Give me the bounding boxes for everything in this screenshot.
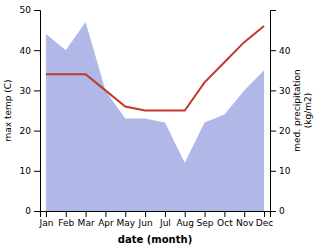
tick-label: Jun bbox=[138, 218, 153, 228]
plot-area bbox=[46, 22, 264, 211]
tick-mark bbox=[270, 90, 276, 91]
tick-mark bbox=[224, 211, 225, 217]
tick: Apr bbox=[98, 211, 114, 228]
tick-label: 0 bbox=[25, 206, 31, 216]
tick: Mar bbox=[78, 211, 95, 228]
tick-label: 30 bbox=[279, 86, 291, 96]
y2-axis-title-line: med. precipitation bbox=[292, 69, 302, 151]
x-axis: Jan Feb MarAprMayJun Jul AugSepOctNovDec bbox=[39, 211, 274, 228]
tick: Jun bbox=[138, 211, 153, 228]
tick: Feb bbox=[58, 211, 74, 228]
y2-axis: 0 10 20 30 40 bbox=[270, 11, 291, 217]
tick: 0 bbox=[270, 206, 285, 216]
tick: 10 bbox=[20, 166, 40, 176]
tick-mark bbox=[66, 211, 67, 217]
tick-mark bbox=[46, 211, 47, 217]
tick: 0 bbox=[25, 206, 40, 216]
tick: Jan bbox=[39, 211, 54, 228]
tick: Dec bbox=[256, 211, 273, 228]
tick: Sep bbox=[197, 211, 214, 228]
tick-mark bbox=[205, 211, 206, 217]
tick-mark bbox=[244, 211, 245, 217]
tick-label: May bbox=[116, 218, 135, 228]
tick-mark bbox=[270, 171, 276, 172]
tick-mark bbox=[34, 131, 40, 132]
tick-mark bbox=[270, 131, 276, 132]
tick-label: Feb bbox=[58, 218, 74, 228]
tick-label: 20 bbox=[279, 126, 291, 136]
tick: 50 bbox=[20, 5, 40, 15]
tick: 10 bbox=[270, 166, 291, 176]
tick-label: Jan bbox=[39, 218, 54, 228]
tick-label: Apr bbox=[98, 218, 114, 228]
axis-line bbox=[34, 11, 41, 212]
tick: Jul bbox=[159, 211, 171, 228]
tick-label: Sep bbox=[197, 218, 214, 228]
tick-mark bbox=[105, 211, 106, 217]
tick: May bbox=[116, 211, 135, 228]
tick-mark bbox=[34, 171, 40, 172]
tick-label: Oct bbox=[217, 218, 233, 228]
tick: Nov bbox=[236, 211, 254, 228]
tick-label: Nov bbox=[236, 218, 254, 228]
tick-label: 10 bbox=[20, 166, 32, 176]
tick-mark bbox=[264, 211, 265, 217]
tick: 20 bbox=[270, 126, 291, 136]
tick-label: Mar bbox=[78, 218, 95, 228]
tick-label: 10 bbox=[279, 166, 291, 176]
tick-mark bbox=[34, 90, 40, 91]
x-axis-title: date (month) bbox=[118, 234, 192, 245]
tick-mark bbox=[34, 50, 40, 51]
tick-mark bbox=[86, 211, 87, 217]
tick-label: 50 bbox=[20, 5, 32, 15]
tick: 30 bbox=[20, 86, 40, 96]
chart: Jan Feb MarAprMayJun Jul AugSepOctNovDec 0 10 2… bbox=[0, 0, 318, 247]
y2-axis-title-line: (kg/m2) bbox=[303, 93, 313, 128]
tick-label: Dec bbox=[256, 218, 273, 228]
tick-mark bbox=[185, 211, 186, 217]
axis-line bbox=[41, 212, 271, 218]
tick-mark bbox=[34, 211, 40, 212]
temperature-line bbox=[46, 26, 264, 110]
tick-mark bbox=[270, 211, 276, 212]
tick: 40 bbox=[20, 46, 40, 56]
tick-mark bbox=[145, 211, 146, 217]
tick: Oct bbox=[217, 211, 233, 228]
tick-mark bbox=[270, 50, 276, 51]
tick-label: 0 bbox=[279, 206, 285, 216]
y-axis-title: max temp (C) bbox=[3, 79, 13, 141]
tick-mark bbox=[125, 211, 126, 217]
tick: 30 bbox=[270, 86, 291, 96]
tick-label: 40 bbox=[279, 46, 291, 56]
axis-line bbox=[271, 11, 277, 212]
tick-label: 30 bbox=[20, 86, 32, 96]
tick-label: Aug bbox=[176, 218, 194, 228]
y2-axis-title: med. precipitation(kg/m2) bbox=[292, 69, 313, 151]
tick-label: 20 bbox=[20, 126, 32, 136]
tick-mark bbox=[165, 211, 166, 217]
tick-label: 40 bbox=[20, 46, 32, 56]
tick: 40 bbox=[270, 46, 291, 56]
precipitation-area bbox=[46, 22, 264, 211]
tick-label: Jul bbox=[159, 218, 171, 228]
tick-mark bbox=[34, 10, 40, 11]
tick: Aug bbox=[176, 211, 194, 228]
y-axis: 0 10 20 30 40 50 bbox=[20, 5, 41, 216]
tick: 20 bbox=[20, 126, 40, 136]
